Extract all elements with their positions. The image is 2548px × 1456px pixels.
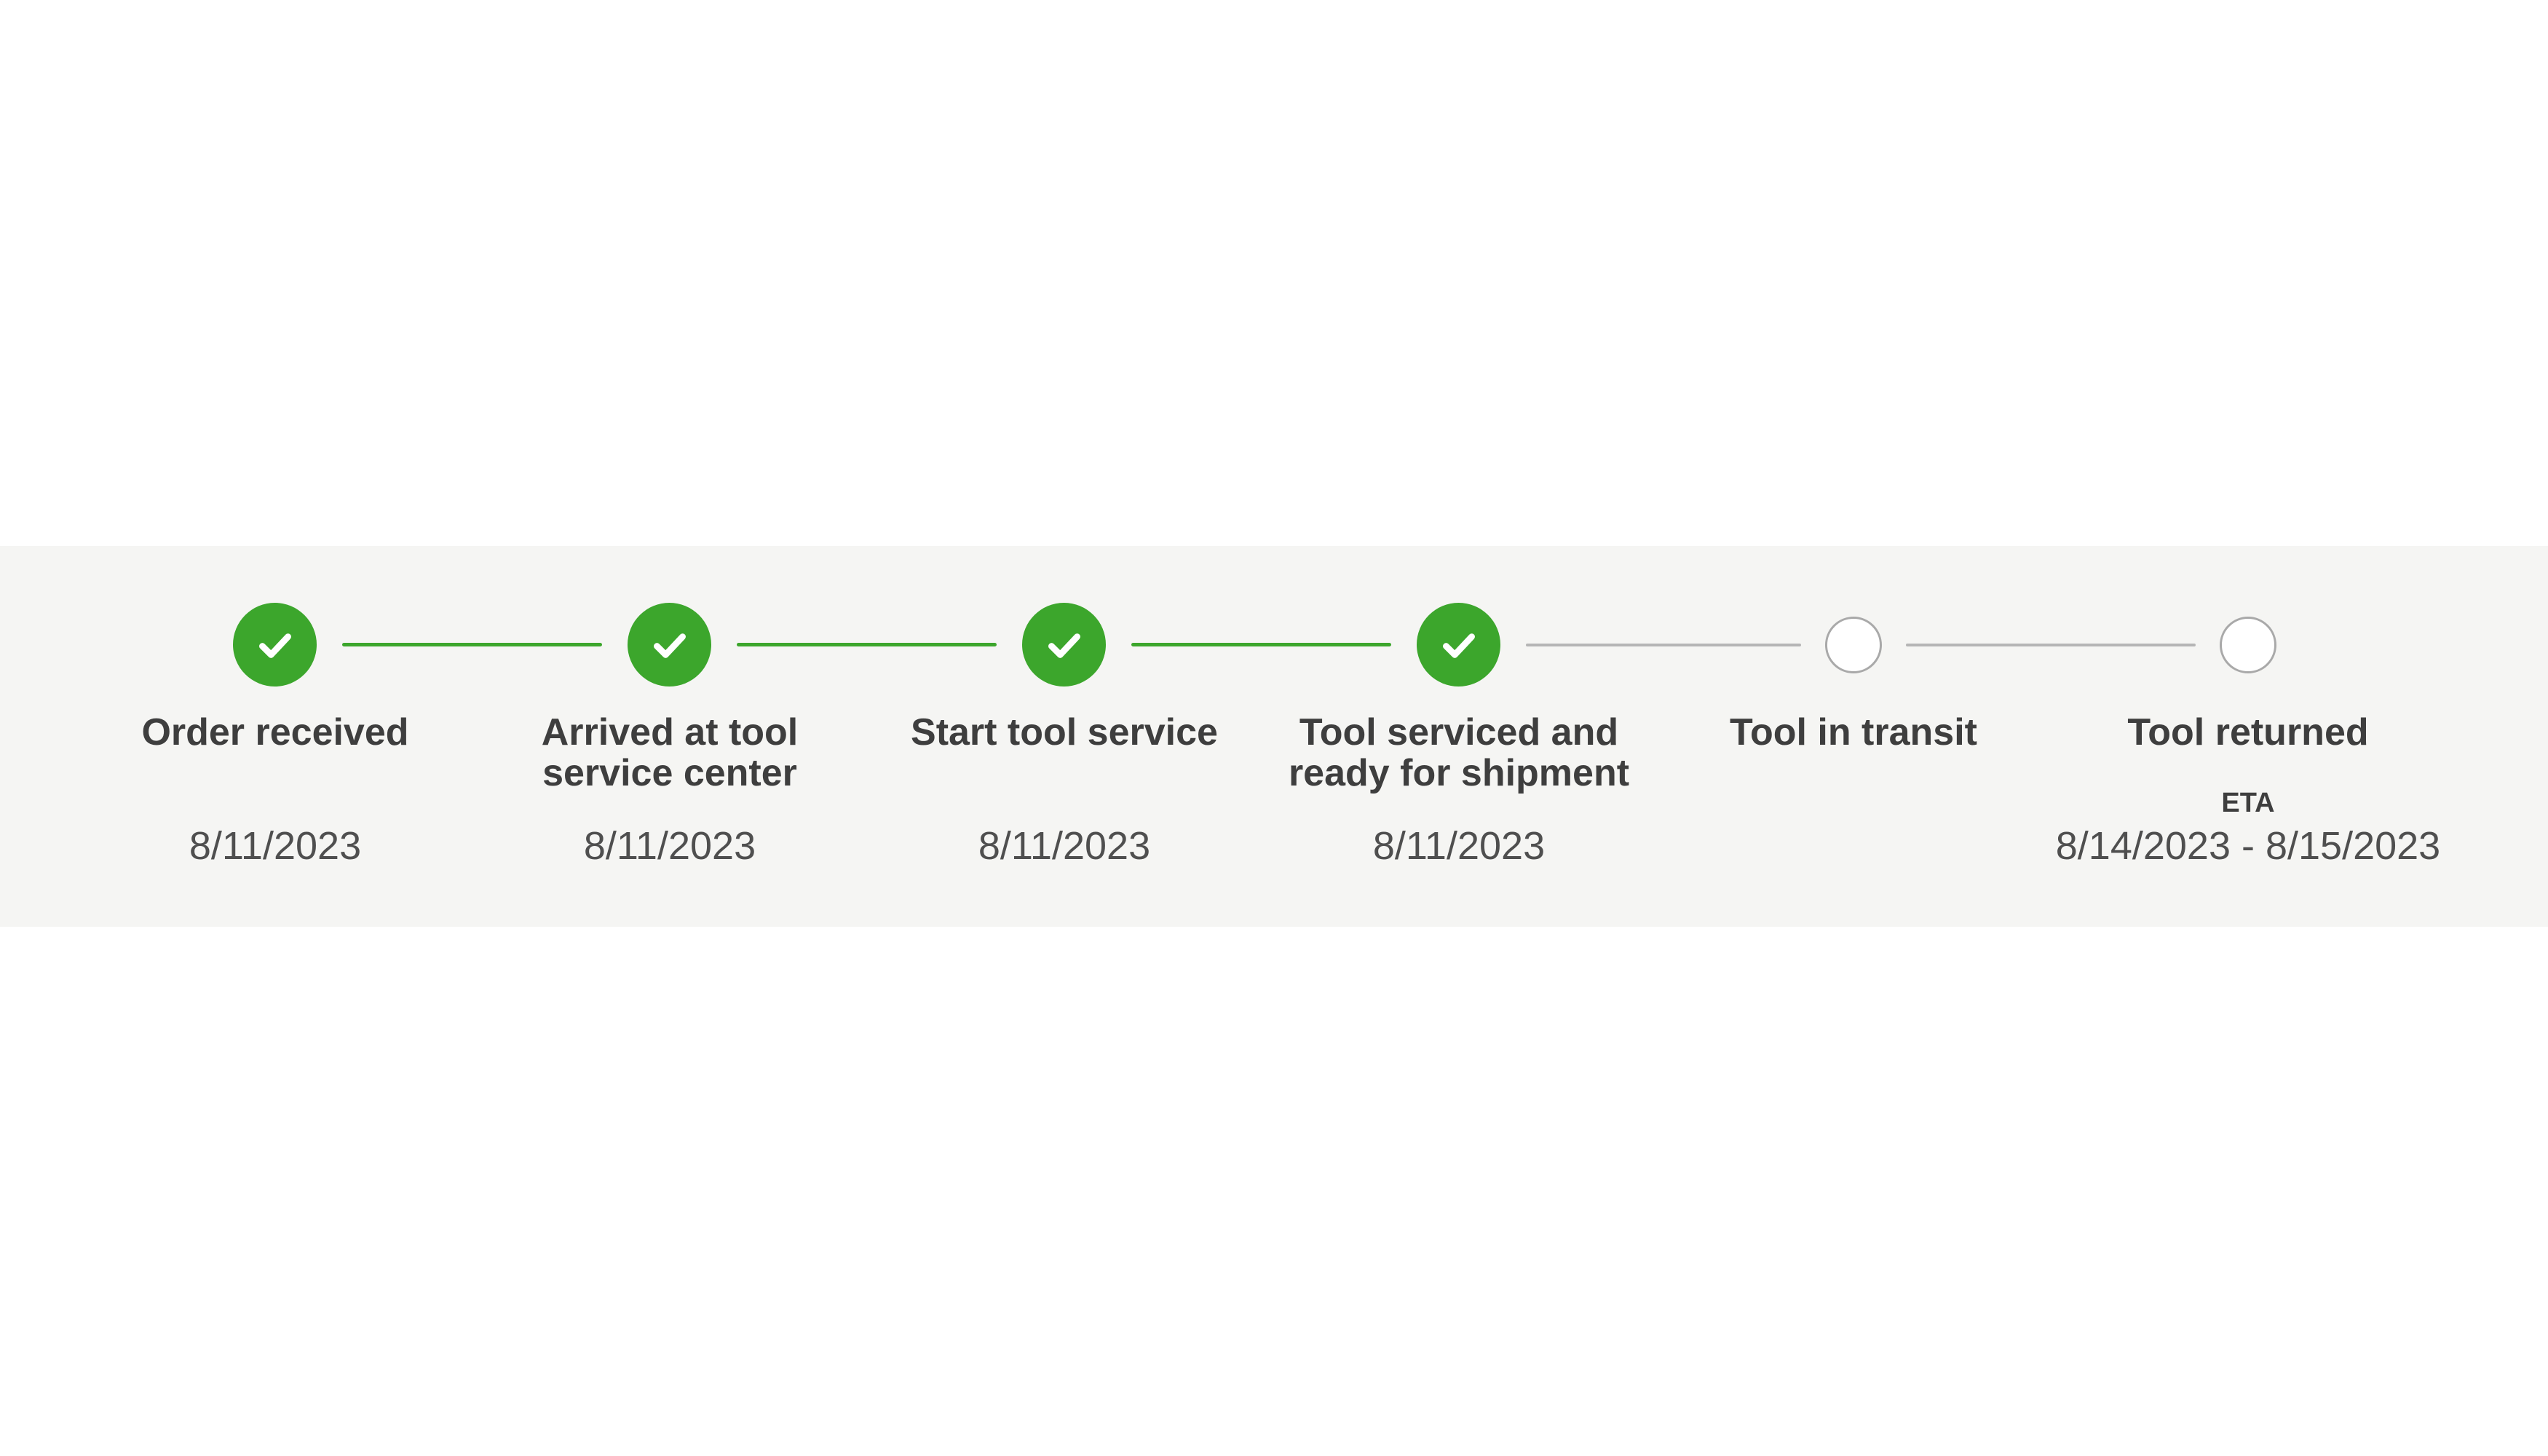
step-label: Tool in transit <box>1730 711 1977 753</box>
step-tool-in-transit: Tool in transit <box>1656 546 2196 927</box>
step-tool-returned: Tool returned ETA 8/14/2023 - 8/15/2023 <box>2051 546 2445 927</box>
step-date: 8/11/2023 <box>583 824 756 868</box>
eta-label: ETA <box>2221 788 2275 818</box>
tool-service-progress-tracker: Order received 8/11/2023 Arrived at tool… <box>0 546 2548 927</box>
step-date: 8/11/2023 <box>189 824 362 868</box>
step-label: Tool serviced and ready for shipment <box>1288 711 1630 794</box>
step-label: Tool returned <box>2127 711 2369 753</box>
connector-line <box>1906 644 2196 646</box>
step-order-received: Order received 8/11/2023 <box>78 546 602 927</box>
connector-line <box>1526 644 1801 646</box>
step-label: Order received <box>141 711 409 753</box>
check-icon <box>653 633 686 658</box>
step-marker-complete <box>1022 603 1106 687</box>
eta-date-range: 8/14/2023 - 8/15/2023 <box>2055 824 2441 868</box>
tracker-steps-row: Order received 8/11/2023 Arrived at tool… <box>78 546 2445 927</box>
step-marker-pending <box>1825 617 1882 673</box>
step-marker-complete <box>628 603 711 687</box>
step-marker-complete <box>233 603 317 687</box>
step-label: Start tool service <box>911 711 1218 753</box>
step-arrived-at-tool-service-center: Arrived at tool service center 8/11/2023 <box>472 546 997 927</box>
step-tool-serviced-ready-for-shipment: Tool serviced and ready for shipment 8/1… <box>1262 546 1801 927</box>
check-icon <box>258 633 291 658</box>
step-start-tool-service: Start tool service 8/11/2023 <box>867 546 1391 927</box>
step-marker-pending <box>2220 617 2276 673</box>
connector-line <box>737 643 997 646</box>
step-label: Arrived at tool service center <box>541 711 799 794</box>
check-icon <box>1442 633 1475 658</box>
connector-line <box>1131 643 1391 646</box>
check-icon <box>1048 633 1080 658</box>
connector-line <box>342 643 602 646</box>
step-date: 8/11/2023 <box>978 824 1151 868</box>
step-marker-complete <box>1417 603 1500 687</box>
step-date: 8/11/2023 <box>1372 824 1546 868</box>
